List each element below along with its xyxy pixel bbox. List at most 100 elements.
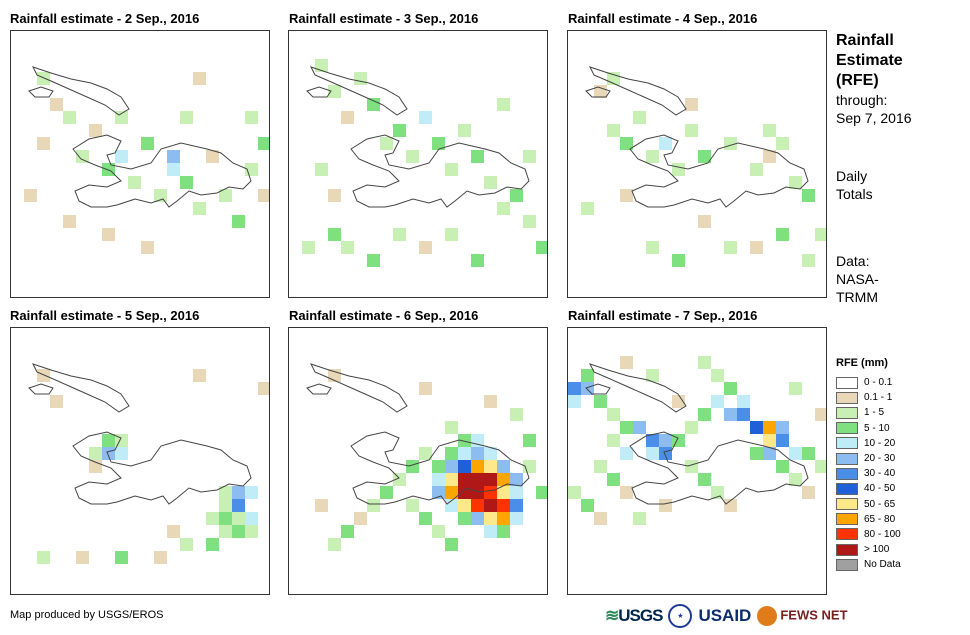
- rainfall-cell: [406, 150, 419, 163]
- rainfall-cell: [620, 137, 633, 150]
- legend-label: 10 - 20: [864, 437, 896, 449]
- rainfall-cell: [341, 525, 354, 538]
- rainfall-cell: [458, 512, 471, 525]
- data-line3: TRMM: [836, 289, 878, 305]
- legend-label: 20 - 30: [864, 453, 896, 465]
- rainfall-cell: [510, 486, 523, 499]
- rainfall-cell: [802, 189, 815, 202]
- rainfall-cell: [471, 447, 484, 460]
- legend-swatch: [836, 482, 858, 495]
- rainfall-cell: [497, 486, 510, 499]
- rainfall-cell: [698, 356, 711, 369]
- rainfall-cell: [581, 499, 594, 512]
- rainfall-cell: [523, 434, 536, 447]
- data-line1: Data:: [836, 253, 870, 269]
- rainfall-cell: [497, 473, 510, 486]
- rainfall-cell: [633, 421, 646, 434]
- rainfall-cell: [37, 137, 50, 150]
- data-line2: NASA-: [836, 271, 879, 287]
- rainfall-cell: [484, 499, 497, 512]
- rainfall-cell: [341, 241, 354, 254]
- rainfall-cell: [536, 241, 547, 254]
- rainfall-cell: [672, 395, 685, 408]
- jamaica-coastline: [306, 86, 332, 98]
- panel-title-6: Rainfall estimate - 7 Sep., 2016: [568, 308, 758, 323]
- rainfall-cell: [711, 395, 724, 408]
- rainfall-cell: [633, 111, 646, 124]
- rainfall-cell: [763, 124, 776, 137]
- legend-title: RFE (mm): [836, 357, 888, 369]
- rainfall-cell: [37, 72, 50, 85]
- rainfall-cell: [471, 460, 484, 473]
- cuba-coastline: [310, 363, 408, 413]
- legend-swatch: [836, 467, 858, 480]
- rainfall-cell: [328, 538, 341, 551]
- rainfall-cell: [406, 460, 419, 473]
- rainfall-cell: [607, 473, 620, 486]
- rainfall-cell: [497, 98, 510, 111]
- map-credit: Map produced by USGS/EROS: [10, 609, 164, 621]
- rainfall-map-svg: [568, 356, 826, 525]
- legend-item: 30 - 40: [836, 466, 901, 481]
- usgs-logo: ≋USGS: [605, 606, 663, 625]
- rainfall-cell: [63, 215, 76, 228]
- rainfall-cell: [367, 499, 380, 512]
- rainfall-cell: [724, 408, 737, 421]
- rainfall-cell: [245, 525, 258, 538]
- rainfall-cell: [258, 382, 269, 395]
- rainfall-cell: [406, 499, 419, 512]
- rainfall-cell: [367, 254, 380, 267]
- rainfall-cell: [393, 124, 406, 137]
- rainfall-cell: [367, 98, 380, 111]
- legend-swatch: [836, 513, 858, 526]
- hispaniola-coastline: [72, 431, 252, 505]
- side-title-line3: (RFE): [836, 72, 879, 89]
- rainfall-cell: [232, 486, 245, 499]
- legend-swatch: [836, 558, 858, 571]
- rainfall-cell: [484, 512, 497, 525]
- legend-item: 65 - 80: [836, 512, 901, 527]
- daily-line1: Daily: [836, 168, 868, 184]
- rainfall-cell: [659, 499, 672, 512]
- rainfall-cell: [419, 111, 432, 124]
- rainfall-cell: [445, 538, 458, 551]
- legend-label: No Data: [864, 559, 901, 571]
- legend-label: 65 - 80: [864, 513, 896, 525]
- rainfall-cell: [815, 460, 826, 473]
- panel-title-4: Rainfall estimate - 5 Sep., 2016: [10, 308, 200, 323]
- legend-swatch: [836, 452, 858, 465]
- rainfall-cell: [497, 525, 510, 538]
- rainfall-cell: [776, 460, 789, 473]
- rainfall-cell: [594, 395, 607, 408]
- data-source-block: Data: NASA- TRMM: [836, 252, 879, 306]
- legend-label: 0.1 - 1: [864, 392, 893, 404]
- panel-title-2: Rainfall estimate - 3 Sep., 2016: [289, 11, 479, 26]
- rainfall-cell: [750, 163, 763, 176]
- rainfall-cell: [445, 228, 458, 241]
- rainfall-cell: [484, 460, 497, 473]
- rainfall-cell: [315, 163, 328, 176]
- rainfall-cell: [193, 72, 206, 85]
- rainfall-cell: [167, 525, 180, 538]
- legend-label: 80 - 100: [864, 528, 901, 540]
- rainfall-cell: [380, 137, 393, 150]
- rainfall-cell: [432, 460, 445, 473]
- hispaniola-coastline: [72, 134, 252, 208]
- legend-item: 80 - 100: [836, 527, 901, 542]
- rainfall-cell: [258, 189, 269, 202]
- rainfall-cell: [568, 382, 581, 395]
- rainfall-cell: [646, 447, 659, 460]
- hispaniola-coastline: [350, 134, 530, 208]
- rainfall-cell: [50, 98, 63, 111]
- rainfall-cell: [698, 215, 711, 228]
- rainfall-cell: [497, 460, 510, 473]
- rainfall-cell: [380, 486, 393, 499]
- rainfall-cell: [776, 434, 789, 447]
- rainfall-cell: [180, 538, 193, 551]
- rainfall-cell: [419, 512, 432, 525]
- rainfall-cell: [432, 137, 445, 150]
- rainfall-cell: [672, 163, 685, 176]
- rainfall-map-svg: [302, 59, 547, 267]
- cuba-coastline: [310, 66, 408, 116]
- rainfall-map-panel-2: [288, 30, 548, 298]
